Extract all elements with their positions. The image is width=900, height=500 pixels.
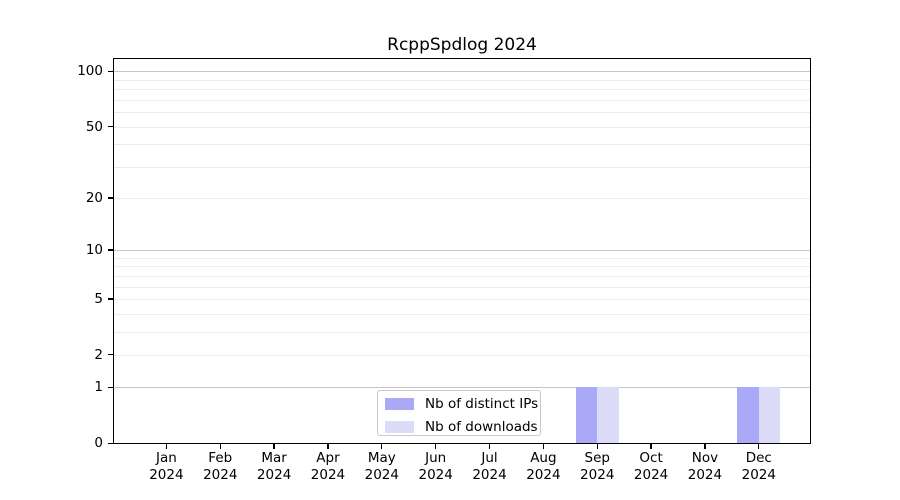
x-tick-label-sep-2024: Sep 2024 bbox=[580, 450, 615, 483]
bar-nb-of-distinct-ips-dec-2024 bbox=[737, 387, 759, 444]
y-tick-0 bbox=[107, 442, 114, 444]
x-tick-label-apr-2024: Apr 2024 bbox=[310, 450, 346, 483]
gridline-y-minor-7 bbox=[114, 275, 810, 277]
gridline-y-minor-3 bbox=[114, 331, 810, 333]
x-tick-label-aug-2024: Aug 2024 bbox=[526, 450, 561, 483]
gridline-y-minor-9 bbox=[114, 257, 810, 259]
y-tick-2 bbox=[107, 354, 114, 356]
y-tick-20 bbox=[107, 197, 114, 199]
x-tick-label-dec-2024: Dec 2024 bbox=[741, 450, 776, 483]
bar-nb-of-downloads-dec-2024 bbox=[758, 387, 781, 444]
x-tick-nov-2024 bbox=[704, 443, 706, 449]
gridline-y-major-100 bbox=[114, 71, 810, 73]
x-tick-label-oct-2024: Oct 2024 bbox=[633, 450, 669, 483]
gridline-y-minor-5 bbox=[114, 298, 810, 300]
x-tick-label-mar-2024: Mar 2024 bbox=[256, 450, 292, 483]
x-tick-label-nov-2024: Nov 2024 bbox=[687, 450, 723, 483]
legend-label-downloads: Nb of downloads bbox=[425, 418, 538, 435]
x-tick-label-jul-2024: Jul 2024 bbox=[472, 450, 507, 483]
y-tick-label-20: 20 bbox=[85, 190, 103, 207]
y-tick-label-0: 0 bbox=[94, 435, 103, 452]
x-tick-aug-2024 bbox=[542, 443, 545, 449]
legend: Nb of distinct IPs Nb of downloads bbox=[377, 389, 541, 437]
gridline-y-minor-8 bbox=[114, 266, 810, 268]
gridline-y-minor-2 bbox=[114, 354, 810, 356]
x-tick-apr-2024 bbox=[327, 443, 329, 449]
gridline-y-minor-90 bbox=[114, 79, 810, 81]
gridline-y-major-10 bbox=[114, 250, 810, 252]
gridline-y-minor-20 bbox=[114, 198, 810, 200]
y-tick-label-1: 1 bbox=[94, 379, 103, 396]
gridline-y-minor-50 bbox=[114, 126, 810, 128]
y-tick-1 bbox=[107, 386, 114, 389]
x-tick-dec-2024 bbox=[758, 443, 760, 449]
x-tick-label-jan-2024: Jan 2024 bbox=[149, 450, 184, 483]
bar-nb-of-downloads-sep-2024 bbox=[597, 387, 619, 444]
x-tick-oct-2024 bbox=[650, 443, 652, 449]
x-tick-sep-2024 bbox=[596, 443, 598, 449]
gridline-y-minor-70 bbox=[114, 99, 810, 101]
legend-item-downloads: Nb of downloads bbox=[378, 417, 540, 437]
y-tick-100 bbox=[107, 70, 114, 73]
y-tick-label-5: 5 bbox=[94, 290, 103, 307]
x-tick-may-2024 bbox=[381, 443, 383, 449]
gridline-y-major-1 bbox=[114, 387, 810, 389]
x-tick-jan-2024 bbox=[165, 443, 168, 449]
x-tick-jul-2024 bbox=[488, 443, 491, 449]
y-tick-label-10: 10 bbox=[85, 242, 103, 259]
y-tick-10 bbox=[107, 249, 114, 251]
x-tick-mar-2024 bbox=[273, 443, 275, 449]
x-tick-label-jun-2024: Jun 2024 bbox=[418, 450, 453, 483]
x-tick-jun-2024 bbox=[435, 443, 437, 449]
legend-swatch-distinct-ips bbox=[385, 397, 414, 410]
chart-title: RcppSpdlog 2024 bbox=[387, 35, 537, 55]
x-tick-label-may-2024: May 2024 bbox=[364, 450, 399, 483]
gridline-y-minor-40 bbox=[114, 144, 810, 146]
y-tick-label-100: 100 bbox=[77, 63, 103, 80]
bar-nb-of-distinct-ips-sep-2024 bbox=[575, 387, 598, 444]
gridline-y-minor-30 bbox=[114, 166, 810, 168]
legend-label-distinct-ips: Nb of distinct IPs bbox=[425, 395, 539, 412]
gridline-y-minor-4 bbox=[114, 313, 810, 315]
x-tick-label-feb-2024: Feb 2024 bbox=[203, 450, 238, 483]
gridline-y-minor-6 bbox=[114, 286, 810, 288]
y-tick-5 bbox=[107, 298, 114, 300]
y-tick-label-50: 50 bbox=[85, 118, 103, 135]
gridline-y-minor-80 bbox=[114, 89, 810, 91]
x-tick-feb-2024 bbox=[219, 443, 221, 449]
y-tick-label-2: 2 bbox=[94, 346, 103, 363]
legend-swatch-downloads bbox=[385, 420, 414, 433]
y-tick-50 bbox=[107, 125, 114, 128]
gridline-y-minor-60 bbox=[114, 112, 810, 114]
legend-item-distinct-ips: Nb of distinct IPs bbox=[378, 394, 540, 414]
